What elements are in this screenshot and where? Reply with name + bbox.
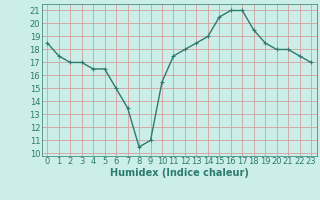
X-axis label: Humidex (Indice chaleur): Humidex (Indice chaleur) xyxy=(110,168,249,178)
